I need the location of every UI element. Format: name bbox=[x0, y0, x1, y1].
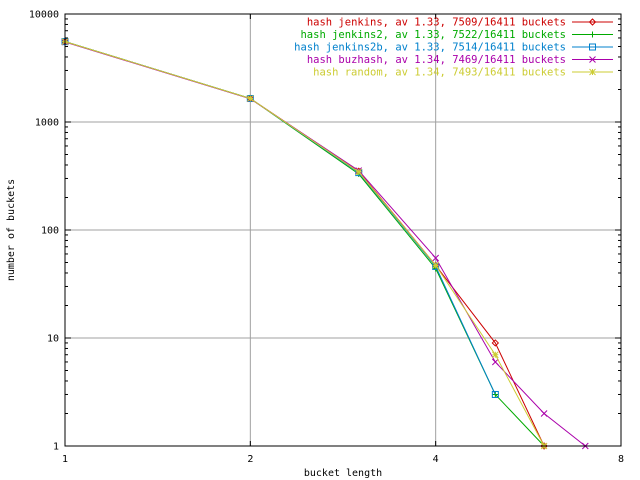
y-tick-label: 10 bbox=[47, 334, 59, 345]
x-tick-label: 4 bbox=[433, 454, 439, 465]
data-point bbox=[355, 168, 363, 176]
legend-label: hash random, av 1.34, 7493/16411 buckets bbox=[313, 67, 566, 79]
legend-entry: hash jenkins, av 1.33, 7509/16411 bucket… bbox=[307, 17, 613, 29]
x-tick-label: 2 bbox=[247, 454, 253, 465]
y-tick-label: 1000 bbox=[35, 118, 59, 129]
x-axis-label: bucket length bbox=[304, 468, 382, 479]
x-tick-label: 1 bbox=[62, 454, 68, 465]
legend-entry: hash jenkins2, av 1.33, 7522/16411 bucke… bbox=[300, 29, 613, 41]
legend: hash jenkins, av 1.33, 7509/16411 bucket… bbox=[294, 17, 613, 79]
data-point bbox=[540, 410, 548, 417]
series-line bbox=[64, 41, 545, 447]
legend-entry: hash random, av 1.34, 7493/16411 buckets bbox=[313, 67, 613, 79]
axis-ticks: 1 2 4 8 1 10 100 1000 10000 bbox=[29, 10, 624, 466]
y-tick-label: 100 bbox=[41, 226, 59, 237]
legend-label: hash buzhash, av 1.34, 7469/16411 bucket… bbox=[307, 54, 566, 66]
y-tick-label: 1 bbox=[53, 442, 59, 453]
legend-marker bbox=[589, 31, 596, 38]
y-axis-label: number of buckets bbox=[6, 179, 17, 281]
data-point bbox=[432, 262, 440, 269]
data-point bbox=[246, 95, 254, 102]
legend-label: hash jenkins2, av 1.33, 7522/16411 bucke… bbox=[300, 29, 566, 41]
data-point bbox=[491, 390, 499, 398]
y-tick-label: 10000 bbox=[29, 10, 59, 21]
x-tick-label: 8 bbox=[618, 454, 624, 465]
legend-marker bbox=[589, 56, 596, 63]
legend-marker bbox=[589, 43, 596, 51]
data-point bbox=[491, 358, 499, 366]
legend-label: hash jenkins, av 1.33, 7509/16411 bucket… bbox=[307, 17, 566, 29]
legend-marker bbox=[589, 68, 596, 76]
data-point bbox=[491, 351, 499, 359]
data-point bbox=[491, 339, 500, 347]
legend-entry: hash jenkins2b, av 1.33, 7514/16411 buck… bbox=[294, 42, 613, 54]
legend-marker bbox=[588, 18, 597, 26]
legend-entry: hash buzhash, av 1.34, 7469/16411 bucket… bbox=[307, 54, 613, 66]
data-point bbox=[432, 254, 440, 262]
legend-label: hash jenkins2b, av 1.33, 7514/16411 buck… bbox=[294, 42, 566, 54]
series-lines bbox=[61, 37, 589, 450]
